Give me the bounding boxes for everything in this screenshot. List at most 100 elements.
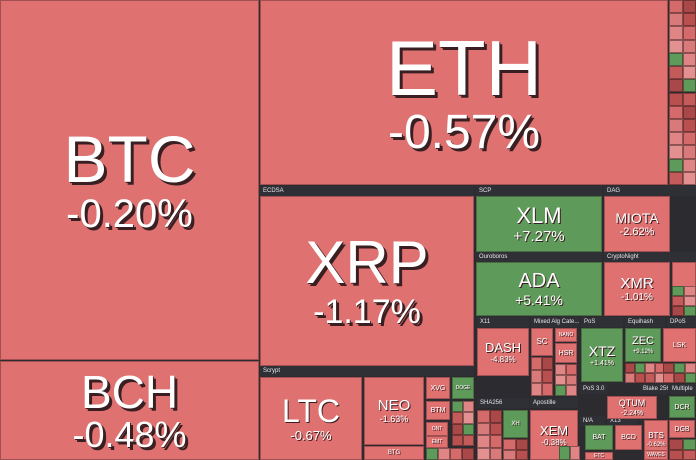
- minor-coin-tile[interactable]: [426, 448, 438, 460]
- minor-coin-tile[interactable]: [682, 158, 696, 172]
- coin-tile-btc[interactable]: BTC -0.20%: [0, 0, 259, 360]
- minor-coin-tile[interactable]: [674, 363, 685, 373]
- minor-coin-tile[interactable]: [625, 363, 635, 373]
- coin-tile-hsr[interactable]: HSR: [555, 343, 577, 363]
- minor-coin-tile[interactable]: [682, 39, 696, 53]
- minor-coin-tile[interactable]: [566, 364, 577, 375]
- coin-tile-xlm[interactable]: XLM +7.27%: [476, 196, 602, 252]
- minor-coin-tile[interactable]: [463, 401, 474, 413]
- minor-coin-tile[interactable]: [669, 26, 683, 40]
- minor-coin-tile[interactable]: [663, 373, 674, 383]
- coin-tile-lsk[interactable]: LSK: [663, 328, 696, 362]
- minor-coin-tile[interactable]: [682, 79, 696, 93]
- coin-tile-eth[interactable]: ETH -0.57%: [260, 0, 668, 185]
- minor-coin-tile[interactable]: [515, 439, 528, 450]
- minor-coin-tile[interactable]: [669, 171, 683, 185]
- minor-coin-tile[interactable]: [682, 439, 696, 450]
- minor-coin-tile[interactable]: [682, 449, 696, 460]
- minor-coin-tile[interactable]: [489, 447, 502, 460]
- minor-coin-tile[interactable]: [685, 373, 696, 383]
- minor-coin-tile[interactable]: [555, 385, 566, 396]
- coin-tile-neo[interactable]: NEO -1.63%: [364, 377, 424, 445]
- minor-coin-tile[interactable]: [503, 449, 516, 460]
- minor-coin-tile[interactable]: [669, 145, 683, 159]
- minor-coin-tile[interactable]: [684, 296, 696, 306]
- minor-coin-tile[interactable]: [645, 373, 655, 383]
- minor-coin-tile[interactable]: [555, 374, 566, 386]
- minor-coin-tile[interactable]: [452, 412, 463, 424]
- minor-coin-tile[interactable]: [669, 158, 683, 172]
- coin-tile-ont[interactable]: ONT: [426, 422, 448, 436]
- minor-coin-tile[interactable]: [682, 171, 696, 185]
- minor-coin-tile[interactable]: [669, 0, 683, 14]
- minor-coin-tile[interactable]: [669, 79, 683, 93]
- minor-coin-tile[interactable]: [531, 370, 542, 383]
- coin-tile-nano[interactable]: NANO: [555, 328, 577, 342]
- minor-coin-tile[interactable]: [669, 66, 683, 80]
- minor-coin-tile[interactable]: [672, 296, 684, 306]
- minor-coin-tile[interactable]: [663, 363, 674, 373]
- minor-coin-tile[interactable]: [452, 434, 463, 446]
- minor-coin-tile[interactable]: [477, 422, 490, 435]
- coin-tile-btg[interactable]: BTG: [364, 446, 424, 460]
- coin-tile-emt[interactable]: EMT: [426, 436, 448, 448]
- minor-coin-tile[interactable]: [682, 132, 696, 146]
- coin-tile-bch[interactable]: BCH -0.48%: [0, 361, 259, 460]
- minor-coin-tile[interactable]: [682, 145, 696, 159]
- minor-coin-tile[interactable]: [555, 364, 566, 375]
- minor-coin-tile[interactable]: [463, 412, 474, 424]
- minor-coin-tile[interactable]: [684, 306, 696, 316]
- minor-coin-tile[interactable]: [635, 363, 645, 373]
- minor-coin-tile[interactable]: [477, 435, 490, 448]
- minor-coin-tile[interactable]: [452, 423, 463, 435]
- minor-coin-tile[interactable]: [674, 373, 685, 383]
- minor-coin-tile[interactable]: [635, 373, 645, 383]
- minor-coin-tile[interactable]: [503, 439, 516, 450]
- coin-tile-dcr[interactable]: DCR: [669, 396, 695, 418]
- minor-coin-tile[interactable]: [542, 383, 553, 396]
- coin-tile-bat[interactable]: BAT: [585, 425, 613, 450]
- coin-tile-xrp[interactable]: XRP -1.17%: [260, 196, 474, 366]
- coin-tile-xvg[interactable]: XVG: [426, 377, 450, 399]
- minor-coin-tile[interactable]: [682, 13, 696, 27]
- minor-coin-tile[interactable]: [669, 105, 683, 119]
- coin-tile-dash[interactable]: DASH -4.83%: [477, 328, 529, 376]
- minor-coin-tile[interactable]: [463, 423, 474, 435]
- minor-coin-tile[interactable]: [682, 105, 696, 119]
- coin-tile-xtz[interactable]: XTZ +1.41%: [581, 328, 623, 382]
- minor-coin-tile[interactable]: [669, 449, 683, 460]
- minor-coin-tile[interactable]: [669, 52, 683, 67]
- minor-coin-tile[interactable]: [542, 357, 553, 370]
- minor-coin-tile[interactable]: [685, 363, 696, 373]
- minor-coin-tile[interactable]: [669, 132, 683, 146]
- minor-coin-tile[interactable]: [669, 118, 683, 133]
- minor-coin-tile[interactable]: [682, 66, 696, 80]
- coin-tile-etc[interactable]: ETC: [585, 452, 613, 460]
- minor-coin-tile[interactable]: [682, 92, 696, 106]
- minor-coin-tile[interactable]: [489, 422, 502, 435]
- minor-coin-tile[interactable]: [669, 439, 683, 450]
- minor-coin-tile[interactable]: [682, 52, 696, 67]
- minor-coin-tile[interactable]: [452, 401, 463, 413]
- minor-coin-tile[interactable]: [684, 286, 696, 296]
- coin-tile-qtum[interactable]: QTUM -2.24%: [607, 396, 657, 419]
- minor-coin-tile[interactable]: [682, 118, 696, 133]
- coin-tile-btm[interactable]: BTM: [426, 401, 450, 420]
- minor-coin-tile[interactable]: [682, 26, 696, 40]
- minor-coin-tile[interactable]: [566, 374, 577, 386]
- minor-coin-tile[interactable]: [531, 383, 542, 396]
- coin-tile-zec[interactable]: ZEC +9.12%: [625, 328, 661, 362]
- minor-coin-tile[interactable]: [542, 370, 553, 383]
- minor-coin-tile[interactable]: [669, 92, 683, 106]
- minor-coin-tile[interactable]: [682, 0, 696, 14]
- coin-tile-doge[interactable]: DOGE: [452, 377, 474, 399]
- minor-coin-tile[interactable]: [672, 286, 684, 296]
- minor-coin-tile[interactable]: [489, 410, 502, 423]
- minor-coin-tile[interactable]: [531, 357, 542, 370]
- coin-tile-waves[interactable]: WAVES: [644, 450, 668, 460]
- minor-coin-tile[interactable]: [566, 385, 577, 396]
- minor-coin-tile[interactable]: [477, 447, 490, 460]
- coin-tile-ada[interactable]: ADA +5.41%: [476, 262, 602, 316]
- coin-tile-miota[interactable]: MIOTA -2.62%: [604, 196, 670, 252]
- minor-coin-tile[interactable]: [450, 448, 462, 460]
